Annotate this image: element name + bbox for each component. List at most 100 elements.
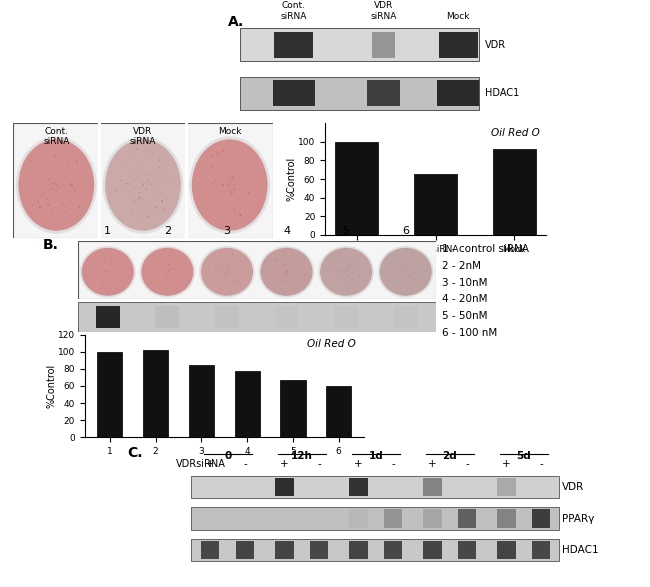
- Ellipse shape: [164, 173, 165, 174]
- Ellipse shape: [190, 137, 270, 233]
- Ellipse shape: [227, 268, 228, 269]
- Ellipse shape: [70, 184, 72, 185]
- Ellipse shape: [290, 276, 291, 277]
- Ellipse shape: [122, 162, 123, 163]
- Ellipse shape: [51, 182, 53, 184]
- Text: 4 - 20nM: 4 - 20nM: [442, 295, 488, 305]
- FancyBboxPatch shape: [458, 541, 476, 559]
- Ellipse shape: [222, 185, 223, 186]
- Ellipse shape: [226, 167, 227, 168]
- FancyBboxPatch shape: [275, 541, 294, 559]
- Ellipse shape: [138, 192, 140, 193]
- Ellipse shape: [159, 281, 161, 282]
- Ellipse shape: [276, 266, 277, 267]
- Ellipse shape: [410, 277, 411, 278]
- Text: VDR
siRNA: VDR siRNA: [370, 1, 396, 21]
- Bar: [326, 386, 351, 437]
- Ellipse shape: [215, 270, 216, 271]
- Ellipse shape: [46, 171, 47, 173]
- Bar: [98, 352, 122, 437]
- Ellipse shape: [133, 180, 135, 181]
- Ellipse shape: [134, 187, 135, 188]
- Ellipse shape: [81, 247, 135, 297]
- Ellipse shape: [37, 191, 38, 193]
- Ellipse shape: [167, 198, 168, 199]
- Ellipse shape: [380, 248, 432, 296]
- Ellipse shape: [207, 271, 209, 272]
- Text: 0: 0: [224, 451, 231, 461]
- Ellipse shape: [230, 180, 231, 181]
- Ellipse shape: [62, 203, 64, 204]
- Ellipse shape: [30, 180, 31, 181]
- Bar: [335, 142, 378, 235]
- Ellipse shape: [112, 272, 113, 273]
- Ellipse shape: [118, 273, 119, 274]
- Ellipse shape: [117, 288, 118, 289]
- Text: VDR
siRNA: VDR siRNA: [130, 127, 156, 146]
- Text: +: +: [280, 459, 289, 469]
- FancyBboxPatch shape: [240, 77, 479, 110]
- FancyBboxPatch shape: [155, 306, 179, 328]
- Ellipse shape: [75, 190, 76, 191]
- Text: Cont.
siRNA: Cont. siRNA: [43, 127, 70, 146]
- Ellipse shape: [338, 254, 339, 255]
- Ellipse shape: [105, 259, 106, 260]
- FancyBboxPatch shape: [185, 123, 188, 238]
- Text: 3 - 10nM: 3 - 10nM: [442, 278, 488, 288]
- Ellipse shape: [101, 286, 102, 288]
- Ellipse shape: [318, 247, 374, 297]
- Ellipse shape: [284, 272, 285, 273]
- Ellipse shape: [222, 150, 224, 151]
- Ellipse shape: [229, 177, 231, 179]
- Ellipse shape: [138, 166, 139, 167]
- Ellipse shape: [55, 182, 56, 183]
- FancyBboxPatch shape: [437, 80, 479, 106]
- Bar: [414, 174, 457, 235]
- Ellipse shape: [156, 207, 157, 208]
- Ellipse shape: [348, 268, 349, 269]
- Ellipse shape: [284, 276, 285, 277]
- Ellipse shape: [349, 264, 350, 265]
- Text: Oil Red O: Oil Red O: [491, 128, 540, 138]
- Ellipse shape: [240, 214, 241, 216]
- FancyBboxPatch shape: [367, 80, 400, 106]
- Text: 1d: 1d: [369, 451, 383, 461]
- Ellipse shape: [336, 269, 337, 270]
- Ellipse shape: [353, 287, 354, 288]
- Ellipse shape: [416, 271, 417, 272]
- Ellipse shape: [90, 267, 91, 268]
- Y-axis label: %Control: %Control: [46, 364, 56, 408]
- Ellipse shape: [159, 167, 160, 168]
- Ellipse shape: [378, 247, 433, 297]
- FancyBboxPatch shape: [349, 541, 367, 559]
- Ellipse shape: [394, 286, 395, 288]
- Text: 2d: 2d: [443, 451, 457, 461]
- Ellipse shape: [162, 193, 163, 194]
- FancyBboxPatch shape: [310, 541, 328, 559]
- Text: 12h: 12h: [291, 451, 313, 461]
- Ellipse shape: [348, 284, 350, 285]
- Ellipse shape: [228, 184, 229, 185]
- Ellipse shape: [216, 193, 217, 194]
- Ellipse shape: [154, 209, 155, 211]
- Ellipse shape: [146, 175, 147, 176]
- Ellipse shape: [65, 176, 66, 177]
- Text: -: -: [243, 459, 247, 469]
- Ellipse shape: [39, 207, 41, 208]
- Text: Oil Red O: Oil Red O: [307, 339, 356, 349]
- Ellipse shape: [142, 187, 143, 188]
- Ellipse shape: [120, 180, 121, 181]
- Ellipse shape: [225, 272, 226, 273]
- Ellipse shape: [170, 269, 171, 270]
- Text: Mock: Mock: [218, 127, 241, 136]
- Ellipse shape: [146, 188, 147, 189]
- Ellipse shape: [234, 178, 235, 180]
- Ellipse shape: [37, 183, 38, 184]
- Bar: [280, 380, 305, 437]
- Text: VDR: VDR: [485, 40, 506, 50]
- Ellipse shape: [211, 156, 212, 157]
- Text: +: +: [354, 459, 363, 469]
- Ellipse shape: [227, 175, 228, 176]
- Ellipse shape: [278, 287, 279, 288]
- Bar: [235, 372, 260, 437]
